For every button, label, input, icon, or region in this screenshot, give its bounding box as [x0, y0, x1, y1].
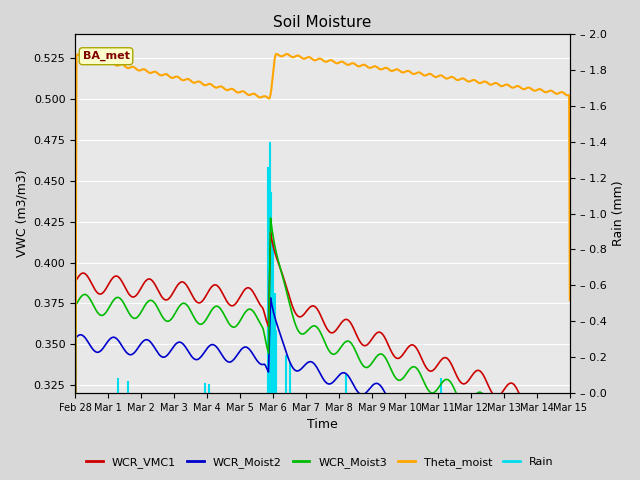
X-axis label: Time: Time [307, 419, 338, 432]
Title: Soil Moisture: Soil Moisture [273, 15, 372, 30]
Legend: WCR_VMC1, WCR_Moist2, WCR_Moist3, Theta_moist, Rain: WCR_VMC1, WCR_Moist2, WCR_Moist3, Theta_… [82, 452, 558, 472]
Text: BA_met: BA_met [83, 51, 129, 61]
Y-axis label: Rain (mm): Rain (mm) [612, 181, 625, 246]
Y-axis label: VWC (m3/m3): VWC (m3/m3) [15, 170, 28, 257]
